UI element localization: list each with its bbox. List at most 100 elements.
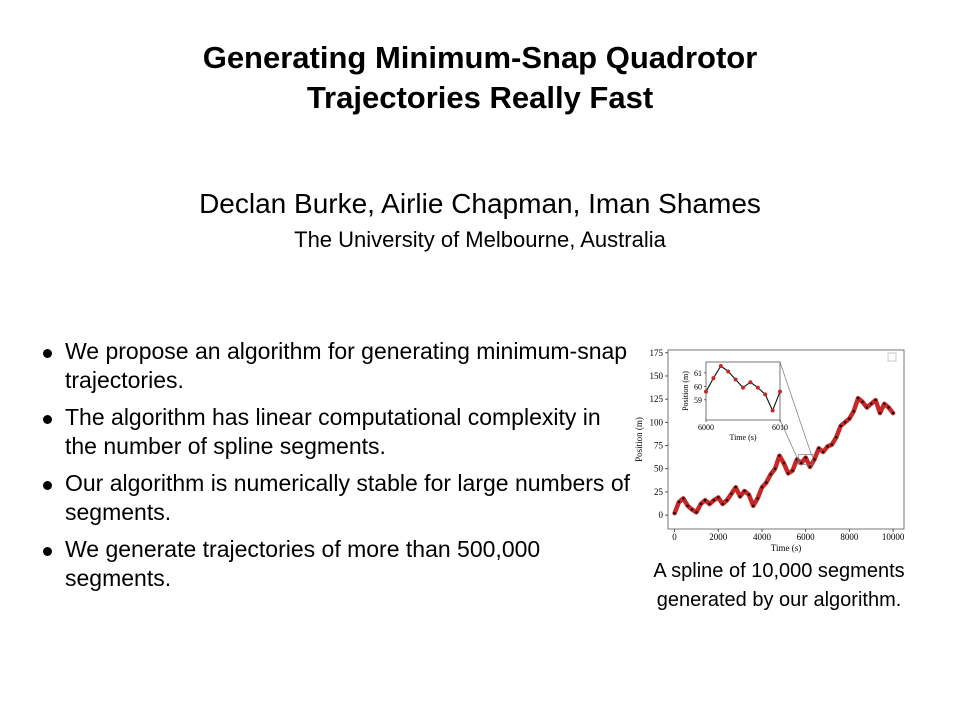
trajectory-knot (756, 497, 759, 500)
trajectory-knot (760, 486, 764, 489)
inset-y-tick-label: 59 (694, 396, 702, 405)
y-tick-label: 150 (650, 371, 664, 381)
trajectory-knot (883, 402, 886, 405)
y-tick-label: 175 (650, 348, 664, 358)
x-tick-label: 0 (672, 532, 677, 542)
trajectory-knot (769, 473, 772, 476)
zoom-connector (779, 419, 800, 464)
inset-y-tick-label: 61 (694, 369, 702, 378)
figure-caption: A spline of 10,000 segments generated by… (653, 560, 905, 611)
bullet-dot-icon (43, 547, 52, 556)
trajectory-knot (734, 486, 737, 489)
y-tick-label: 100 (650, 417, 664, 427)
inset-knot (711, 376, 716, 381)
trajectory-knot (708, 502, 711, 506)
x-tick-label: 2000 (709, 532, 728, 542)
trajectory-knot (686, 504, 689, 508)
trajectory-knot (782, 461, 786, 465)
trajectory-knot (721, 502, 724, 506)
y-axis-label: Position (m) (634, 417, 644, 462)
trajectory-knot (848, 417, 851, 420)
y-tick-label: 0 (659, 510, 664, 520)
trajectory-knot (765, 481, 768, 484)
inset-y-axis-label: Position (m) (681, 371, 690, 411)
trajectory-knot (725, 499, 729, 502)
trajectory-knot (730, 492, 733, 495)
trajectory-knot (808, 465, 812, 469)
bullet-dot-icon (43, 349, 52, 358)
inset-knot (755, 385, 760, 390)
inset-x-tick-label: 6000 (698, 423, 714, 432)
x-axis-label: Time (s) (771, 543, 801, 553)
legend-box (887, 352, 897, 362)
bullet-dot-icon (43, 481, 52, 490)
trajectory-plot-svg: 0 2000 4000 6000 8000 10000 0 25 50 75 100 125 150 17… (634, 348, 905, 553)
bullet-text: We propose an algorithm for generating m… (65, 338, 628, 393)
x-tick-label: 10000 (882, 532, 905, 542)
inset-knot (726, 369, 731, 374)
inset-y-tick-label: 60 (694, 382, 702, 391)
x-tick-label: 8000 (840, 532, 859, 542)
trajectory-knot (826, 445, 829, 448)
x-tick-label: 4000 (753, 532, 772, 542)
trajectory-knot (712, 499, 716, 502)
trajectory-knot (717, 496, 720, 499)
y-tick-label: 75 (654, 441, 664, 451)
trajectory-knot (865, 406, 869, 409)
inset-frame (705, 361, 781, 421)
trajectory-knot (673, 512, 676, 515)
trajectory-knot (703, 499, 707, 502)
trajectory-knot (786, 472, 790, 475)
x-tick-label: 6000 (797, 532, 816, 542)
inset-knot (718, 364, 723, 369)
bullet-list: We propose an algorithm for generating m… (40, 337, 630, 601)
trajectory-knot (870, 402, 873, 405)
y-tick-label: 50 (654, 464, 664, 474)
inset-x-tick-label: 6010 (772, 423, 788, 432)
bullet-item: We propose an algorithm for generating m… (40, 337, 630, 395)
trajectory-knot (843, 421, 847, 424)
trajectory-knot (677, 500, 681, 504)
title-line-1: Generating Minimum-Snap Quadrotor (202, 40, 758, 75)
inset-knot (763, 392, 768, 397)
trajectory-knot (878, 411, 882, 415)
trajectory-knot (773, 467, 777, 470)
trajectory-knot (891, 411, 895, 415)
trajectory-knot (839, 424, 842, 428)
trajectory-knot (800, 461, 803, 465)
bullet-text: We generate trajectories of more than 50… (65, 536, 541, 591)
bullet-text: The algorithm has linear computational c… (65, 404, 601, 459)
trajectory-knot (861, 400, 864, 404)
trajectory-knot (804, 456, 807, 459)
trajectory-knot (743, 489, 746, 493)
bullet-item: Our algorithm is numerically stable for … (40, 469, 630, 527)
inset-knot (733, 377, 738, 382)
trajectory-knot (835, 435, 838, 439)
inset-knot (741, 385, 745, 390)
trajectory-knot (738, 495, 742, 498)
trajectory-knot (852, 410, 855, 413)
zoom-region (798, 454, 814, 465)
trajectory-knot (874, 398, 877, 402)
trajectory-knot (752, 504, 755, 508)
inset-x-axis-label: Time (s) (729, 433, 756, 442)
y-tick-label: 25 (654, 487, 664, 497)
trajectory-knot (791, 469, 794, 472)
trajectory-knot (747, 493, 751, 496)
trajectory-knot (690, 508, 694, 511)
zoom-connector (779, 361, 812, 456)
inset-knot (770, 408, 775, 413)
trajectory-knot (813, 458, 816, 461)
trajectory-knot (682, 497, 685, 500)
trajectory-knot (817, 447, 820, 450)
inset-knot (748, 380, 753, 385)
title-line-2: Trajectories Really Fast (306, 80, 654, 115)
plot-frame (667, 349, 905, 530)
bullet-dot-icon (43, 415, 52, 424)
y-tick-label: 125 (650, 394, 664, 404)
bullet-item: We generate trajectories of more than 50… (40, 535, 630, 593)
trajectory-knot (699, 502, 702, 506)
trajectory-knot (778, 454, 781, 457)
slide-title: Generating Minimum-Snap Quadrotor Trajec… (80, 38, 880, 118)
